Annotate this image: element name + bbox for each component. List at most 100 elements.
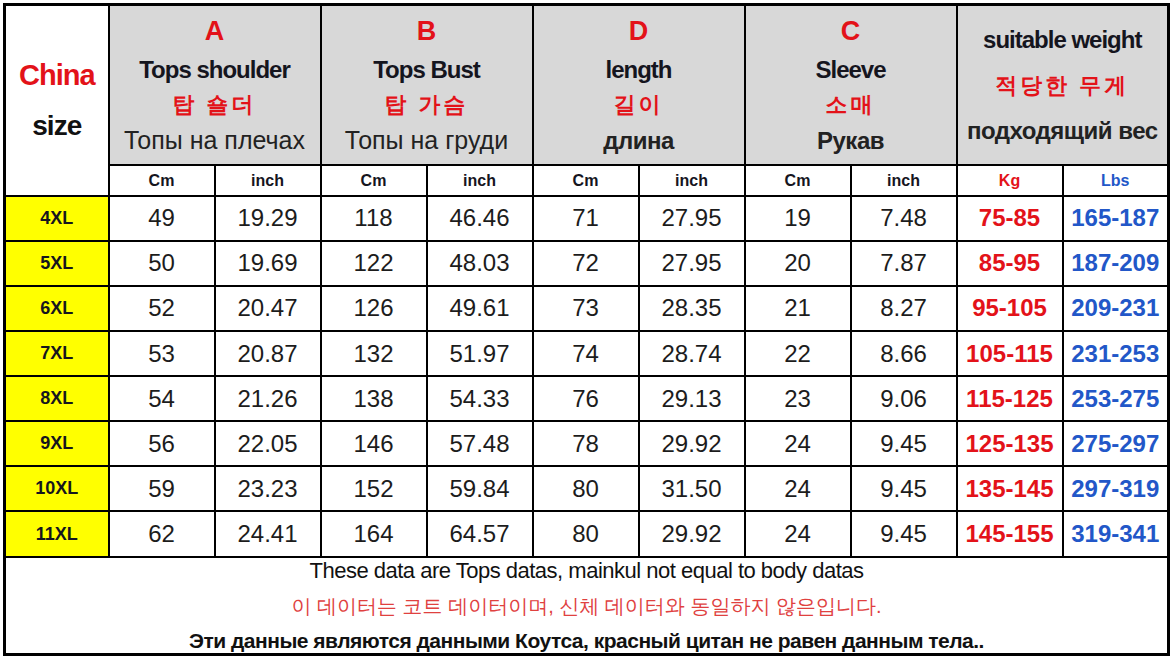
lbs-range-cell: 319-341 bbox=[1063, 511, 1169, 556]
footer-note-ru: Эти данные являются данными Коутса, крас… bbox=[189, 629, 984, 653]
value-cell: 152 bbox=[321, 466, 427, 511]
footer-row: These data are Tops datas, mainkul not e… bbox=[5, 557, 1169, 655]
value-cell: 118 bbox=[321, 196, 427, 241]
table-row-7xl: 7XL 53 20.87 132 51.97 74 28.74 22 8.66 … bbox=[5, 331, 1169, 376]
size-chart-table: China size A Tops shoulder 탑 숄더 Топы на … bbox=[3, 3, 1170, 656]
column-header-tops-shoulder: A Tops shoulder 탑 숄더 Топы на плечах bbox=[109, 5, 321, 166]
size-cell: 4XL bbox=[5, 196, 109, 241]
value-cell: 20 bbox=[745, 241, 851, 286]
column-header-tops-bust: B Tops Bust 탑 가슴 Топы на груди bbox=[321, 5, 533, 166]
value-cell: 21.26 bbox=[215, 376, 321, 421]
value-cell: 59.84 bbox=[427, 466, 533, 511]
value-cell: 28.35 bbox=[639, 286, 745, 331]
column-title-ru: Топы на плечах bbox=[124, 127, 305, 153]
value-cell: 78 bbox=[533, 421, 639, 466]
lbs-range-cell: 187-209 bbox=[1063, 241, 1169, 286]
column-letter-b: B bbox=[417, 17, 437, 45]
value-cell: 29.92 bbox=[639, 421, 745, 466]
value-cell: 27.95 bbox=[639, 196, 745, 241]
size-cell: 6XL bbox=[5, 286, 109, 331]
column-letter-c: C bbox=[841, 17, 861, 45]
column-title-en: Tops Bust bbox=[373, 57, 480, 82]
value-cell: 164 bbox=[321, 511, 427, 556]
value-cell: 62 bbox=[109, 511, 215, 556]
unit-cm: Cm bbox=[109, 165, 215, 195]
unit-cm: Cm bbox=[321, 165, 427, 195]
table-row-8xl: 8XL 54 21.26 138 54.33 76 29.13 23 9.06 … bbox=[5, 376, 1169, 421]
value-cell: 57.48 bbox=[427, 421, 533, 466]
value-cell: 23.23 bbox=[215, 466, 321, 511]
china-label: China bbox=[19, 59, 95, 92]
value-cell: 126 bbox=[321, 286, 427, 331]
kg-range-cell: 85-95 bbox=[957, 241, 1063, 286]
value-cell: 71 bbox=[533, 196, 639, 241]
size-cell: 7XL bbox=[5, 331, 109, 376]
units-row: Cm inch Cm inch Cm inch Cm inch Kg Lbs bbox=[5, 165, 1169, 195]
value-cell: 122 bbox=[321, 241, 427, 286]
china-size-header: China size bbox=[5, 5, 109, 196]
column-letter-a: A bbox=[205, 17, 225, 45]
value-cell: 53 bbox=[109, 331, 215, 376]
value-cell: 80 bbox=[533, 466, 639, 511]
kg-range-cell: 115-125 bbox=[957, 376, 1063, 421]
value-cell: 9.45 bbox=[851, 421, 957, 466]
column-title-ko: 탑 숄더 bbox=[172, 93, 256, 116]
china-size-stack: China size bbox=[6, 59, 108, 142]
value-cell: 64.57 bbox=[427, 511, 533, 556]
table-row-10xl: 10XL 59 23.23 152 59.84 80 31.50 24 9.45… bbox=[5, 466, 1169, 511]
value-cell: 29.92 bbox=[639, 511, 745, 556]
lbs-range-cell: 275-297 bbox=[1063, 421, 1169, 466]
column-title-ru: Рукав bbox=[817, 128, 884, 153]
table-row-11xl: 11XL 62 24.41 164 64.57 80 29.92 24 9.45… bbox=[5, 511, 1169, 556]
value-cell: 24 bbox=[745, 421, 851, 466]
value-cell: 19.69 bbox=[215, 241, 321, 286]
column-title-ko: 탑 가슴 bbox=[384, 93, 468, 116]
column-title-ru: длина bbox=[603, 128, 674, 153]
size-cell: 5XL bbox=[5, 241, 109, 286]
table-row-6xl: 6XL 52 20.47 126 49.61 73 28.35 21 8.27 … bbox=[5, 286, 1169, 331]
value-cell: 80 bbox=[533, 511, 639, 556]
column-title-en: length bbox=[606, 57, 672, 82]
kg-range-cell: 125-135 bbox=[957, 421, 1063, 466]
column-header-sleeve: C Sleeve 소매 Рукав bbox=[745, 5, 957, 166]
size-cell: 9XL bbox=[5, 421, 109, 466]
value-cell: 7.87 bbox=[851, 241, 957, 286]
value-cell: 19.29 bbox=[215, 196, 321, 241]
footer-note-ko: 이 데이터는 코트 데이터이며, 신체 데이터와 동일하지 않은입니다. bbox=[291, 593, 881, 620]
lbs-range-cell: 209-231 bbox=[1063, 286, 1169, 331]
kg-range-cell: 145-155 bbox=[957, 511, 1063, 556]
value-cell: 74 bbox=[533, 331, 639, 376]
lbs-range-cell: 253-275 bbox=[1063, 376, 1169, 421]
column-title-ko: 적당한 무게 bbox=[995, 74, 1129, 97]
column-letter-d: D bbox=[629, 17, 649, 45]
value-cell: 7.48 bbox=[851, 196, 957, 241]
value-cell: 72 bbox=[533, 241, 639, 286]
value-cell: 56 bbox=[109, 421, 215, 466]
size-label: size bbox=[32, 110, 81, 142]
unit-inch: inch bbox=[427, 165, 533, 195]
column-title-ko: 소매 bbox=[826, 93, 876, 116]
column-title-ru: подходящий вес bbox=[967, 118, 1158, 143]
table-row-5xl: 5XL 50 19.69 122 48.03 72 27.95 20 7.87 … bbox=[5, 241, 1169, 286]
value-cell: 27.95 bbox=[639, 241, 745, 286]
lbs-range-cell: 231-253 bbox=[1063, 331, 1169, 376]
size-chart-sheet: China size A Tops shoulder 탑 숄더 Топы на … bbox=[0, 0, 1173, 659]
value-cell: 54 bbox=[109, 376, 215, 421]
value-cell: 24 bbox=[745, 466, 851, 511]
lbs-range-cell: 165-187 bbox=[1063, 196, 1169, 241]
value-cell: 20.87 bbox=[215, 331, 321, 376]
value-cell: 28.74 bbox=[639, 331, 745, 376]
column-title-en: suitable weight bbox=[983, 27, 1141, 52]
value-cell: 59 bbox=[109, 466, 215, 511]
kg-range-cell: 75-85 bbox=[957, 196, 1063, 241]
kg-range-cell: 135-145 bbox=[957, 466, 1063, 511]
value-cell: 50 bbox=[109, 241, 215, 286]
column-title-ru: Топы на груди bbox=[345, 127, 508, 153]
value-cell: 29.13 bbox=[639, 376, 745, 421]
unit-kg: Kg bbox=[957, 165, 1063, 195]
value-cell: 46.46 bbox=[427, 196, 533, 241]
value-cell: 146 bbox=[321, 421, 427, 466]
unit-inch: inch bbox=[215, 165, 321, 195]
size-cell: 8XL bbox=[5, 376, 109, 421]
value-cell: 23 bbox=[745, 376, 851, 421]
